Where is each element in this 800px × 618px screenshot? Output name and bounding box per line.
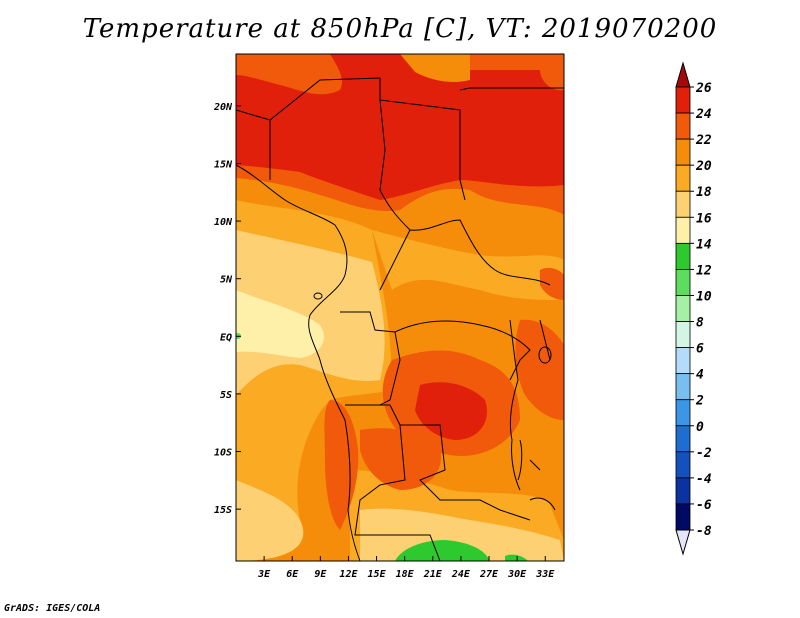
lat-tick-label: 15S	[214, 505, 232, 516]
colorbar-label: -4	[696, 472, 712, 487]
field-14c	[236, 290, 324, 358]
colorbar-swatch	[675, 477, 691, 505]
map-frame	[235, 53, 565, 562]
colorbar-label: 10	[696, 289, 712, 304]
colorbar-label: 14	[696, 237, 712, 252]
temperature-field	[236, 54, 564, 561]
field-20c-n	[400, 54, 470, 83]
colorbar-swatch	[675, 425, 691, 453]
lon-tick-label: 9E	[314, 569, 327, 580]
lat-tick-label: 15N	[214, 159, 233, 170]
lon-tick-label: 12E	[339, 569, 358, 580]
colorbar-label: -6	[696, 498, 712, 513]
colorbar-label: 16	[696, 211, 712, 226]
lon-tick-label: 27E	[479, 569, 499, 580]
colorbar-swatch	[675, 112, 691, 140]
colorbar-swatch	[675, 503, 691, 531]
colorbar-swatch	[675, 242, 691, 270]
lat-tick-label: 5N	[220, 275, 233, 286]
lon-tick-label: 6E	[286, 569, 299, 580]
lake-victoria	[538, 346, 552, 364]
lon-tick-label: 18E	[396, 569, 415, 580]
colorbar-label: 12	[696, 263, 712, 278]
field-18c-c	[372, 230, 564, 300]
lat-tick-label: 20N	[213, 102, 233, 113]
lat-tick-label: 10N	[214, 217, 233, 228]
lon-axis: 3E 6E 9E 12E 15E 18E 21E 24E 27E 30E 33E	[257, 556, 555, 580]
colorbar-label: -8	[696, 524, 712, 539]
rift-lakes	[509, 319, 551, 491]
field-22c-e	[515, 319, 564, 420]
country-borders	[236, 77, 564, 561]
colorbar-swatch	[675, 295, 691, 322]
lat-axis: 20N 15N 10N 5N EQ 5S 10S 15S	[213, 102, 241, 516]
colorbar-bottom-arrow	[675, 529, 691, 556]
colorbar-label: 26	[695, 81, 712, 96]
border-north	[236, 77, 564, 201]
colorbar-swatch	[675, 347, 691, 375]
lat-tick-label: 5S	[220, 390, 232, 401]
lon-tick-label: 3E	[257, 569, 271, 580]
chart-title: Temperature at 850hPa [C], VT: 201907020…	[82, 14, 718, 44]
lon-tick-label: 24E	[451, 569, 471, 580]
colorbar-label: 0	[696, 420, 704, 435]
lake-malawi	[517, 439, 523, 481]
colorbar-label: 24	[695, 107, 712, 122]
field-12c-s	[395, 540, 490, 561]
colorbar-label: 22	[695, 133, 712, 148]
field-22c-s	[360, 428, 441, 490]
field-22c-ne2	[540, 267, 564, 300]
field-16c-sw	[236, 480, 304, 561]
colorbar-swatch	[675, 321, 691, 348]
lon-tick-label: 33E	[535, 569, 555, 580]
colorbar-swatch	[675, 373, 691, 401]
border-south	[350, 404, 531, 561]
colorbar-label: 20	[695, 159, 712, 174]
colorbar-swatch	[675, 86, 691, 114]
coastline-west	[236, 164, 361, 561]
colorbar-label: 8	[696, 316, 704, 331]
lon-tick-label: 21E	[423, 569, 443, 580]
border-central	[379, 189, 551, 291]
colorbar-swatch	[675, 138, 691, 166]
lat-tick-label: EQ	[220, 332, 232, 343]
colorbar-swatch	[675, 190, 691, 218]
colorbar-label: -2	[696, 446, 712, 461]
colorbar-label: 18	[696, 185, 712, 200]
lon-tick-label: 30E	[507, 569, 527, 580]
field-24c-c	[415, 382, 487, 440]
colorbar-swatch	[675, 451, 691, 479]
credit-label: GrADS: IGES/COLA	[4, 603, 101, 614]
colorbar-label: 2	[695, 394, 704, 409]
lon-tick-label: 15E	[368, 569, 387, 580]
colorbar-top-arrow	[675, 61, 691, 88]
colorbar-label: 4	[696, 368, 704, 383]
colorbar-swatch	[675, 216, 691, 244]
border-congo	[340, 311, 531, 406]
lake-1	[313, 292, 323, 300]
colorbar-label: 6	[696, 342, 704, 357]
colorbar-swatch	[675, 164, 691, 192]
field-12c-s2	[505, 554, 528, 561]
colorbar-swatch	[675, 399, 691, 427]
border-east	[529, 459, 556, 511]
colorbar-swatch	[675, 269, 691, 296]
field-22c-ne	[540, 54, 564, 91]
lat-tick-label: 10S	[214, 448, 232, 459]
